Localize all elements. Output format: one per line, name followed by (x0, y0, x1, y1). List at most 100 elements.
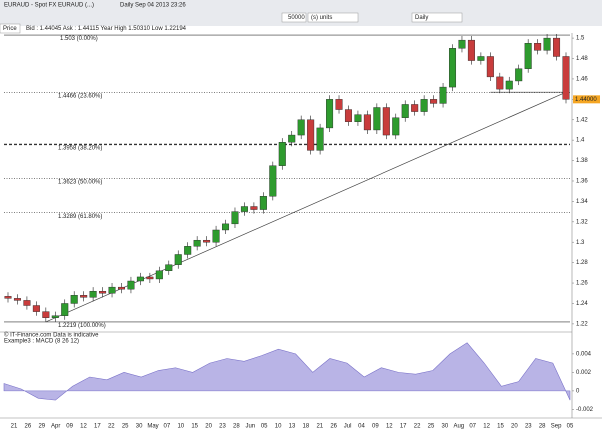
x-tick-label: 26 (330, 424, 337, 430)
candle-body (430, 99, 438, 104)
candle-body (250, 206, 258, 210)
x-tick-label: 15 (191, 424, 198, 430)
x-tick-label: 09 (66, 424, 73, 430)
candle-body (278, 142, 286, 166)
x-tick-label: 09 (372, 424, 379, 430)
candle-body (458, 39, 466, 49)
candle-body (193, 239, 201, 247)
candle-body (411, 104, 419, 112)
candle-body (89, 291, 97, 298)
x-tick-label: 07 (164, 424, 171, 430)
fib-label: 1.3623 (50.00%) (58, 180, 102, 186)
quantity: 50000 (288, 15, 305, 21)
period: Daily (415, 15, 428, 21)
fib-label: 1.4466 (23.60%) (58, 94, 102, 100)
x-tick-label: 10 (275, 424, 282, 430)
x-tick-label: Aug (453, 424, 464, 430)
candle-body (108, 286, 116, 294)
y-tick-label: 1.42 (576, 117, 588, 123)
y-tick-label: 1.28 (576, 260, 588, 266)
candle-body (212, 229, 220, 243)
y-tick-label: 1.22 (576, 321, 588, 327)
candle-body (184, 246, 192, 255)
candle-body (505, 80, 513, 90)
candle-body (32, 305, 40, 312)
x-tick-label: 15 (497, 424, 504, 430)
candle-body (23, 300, 31, 306)
period-select[interactable] (411, 12, 463, 23)
fib-label: 1.3958 (38.20%) (58, 146, 102, 152)
price-tab[interactable] (0, 23, 21, 34)
x-tick-label: 30 (136, 424, 143, 430)
y-tick-label: 0.004 (576, 351, 592, 357)
candle-body (515, 68, 523, 82)
candle-body (326, 99, 334, 129)
window-title: EURAUD - Spot FX EURAUD (...) (4, 3, 94, 9)
window-subtitle: Daily Sep 04 2013 23:26 (120, 3, 186, 9)
x-tick-label: 07 (469, 424, 476, 430)
candle-body (70, 295, 78, 304)
candle-body (524, 43, 532, 69)
x-tick-label: 22 (108, 424, 115, 430)
x-tick-label: 17 (400, 424, 407, 430)
y-tick-label: 1.5 (576, 36, 585, 42)
candle-body (4, 296, 12, 299)
candle-body (382, 107, 390, 136)
candle-body (439, 86, 447, 104)
last-price-box (573, 95, 600, 104)
candle-body (307, 119, 315, 151)
candle-body (401, 104, 409, 118)
quote: Bid : 1.44045 Ask : 1.44115 Year High 1.… (26, 26, 187, 32)
fib-label: 1.3289 (61.80%) (58, 214, 102, 220)
candle-body (203, 239, 211, 243)
candle-body (553, 37, 561, 57)
fib-label: 1.2219 (100.00%) (58, 323, 106, 329)
candle-body (127, 280, 135, 290)
x-tick-label: 26 (25, 424, 32, 430)
candle-body (146, 276, 154, 280)
candle-body (467, 39, 475, 61)
candle-body (316, 127, 324, 151)
indicator-name: Example3 : MACD (8 26 12) (4, 339, 79, 345)
x-tick-label: Jul (344, 424, 352, 430)
candle-body (392, 117, 400, 136)
candle-body (477, 56, 485, 61)
x-tick-label: 05 (261, 424, 268, 430)
x-tick-label: Jun (245, 424, 255, 430)
candle-body (259, 196, 267, 210)
candle-body (534, 43, 542, 51)
x-tick-label: 23 (219, 424, 226, 430)
y-tick-label: -0.002 (576, 407, 594, 413)
x-tick-label: 22 (414, 424, 421, 430)
candle-body (543, 37, 551, 51)
candle-body (117, 286, 126, 290)
candle-body (174, 254, 182, 265)
x-tick-label: 13 (289, 424, 296, 430)
y-tick-label: 1.26 (576, 281, 588, 287)
x-tick-label: 10 (177, 424, 184, 430)
candle-body (231, 211, 239, 225)
candle-body (363, 114, 371, 131)
y-tick-label: 1.3 (576, 240, 585, 246)
last-price: 1.44000 (575, 97, 597, 103)
y-tick-label: 1.38 (576, 158, 588, 164)
y-tick-label: 0.002 (576, 370, 592, 376)
candle-body (448, 48, 457, 88)
candle-body (335, 99, 343, 110)
units-select[interactable] (307, 12, 359, 23)
candle-body (373, 107, 381, 131)
x-tick-label: May (147, 424, 158, 430)
x-tick-label: 28 (539, 424, 546, 430)
x-tick-label: 21 (11, 424, 18, 430)
x-tick-label: 29 (38, 424, 45, 430)
x-tick-label: Sep (551, 424, 562, 430)
x-tick-label: 23 (525, 424, 532, 430)
candle-body (344, 109, 352, 122)
y-tick-label: 1.32 (576, 219, 588, 225)
quantity-input[interactable] (281, 12, 307, 23)
x-tick-label: 04 (358, 424, 365, 430)
candle-body (42, 311, 50, 318)
x-tick-label: 21 (316, 424, 323, 430)
candle-body (496, 76, 504, 90)
